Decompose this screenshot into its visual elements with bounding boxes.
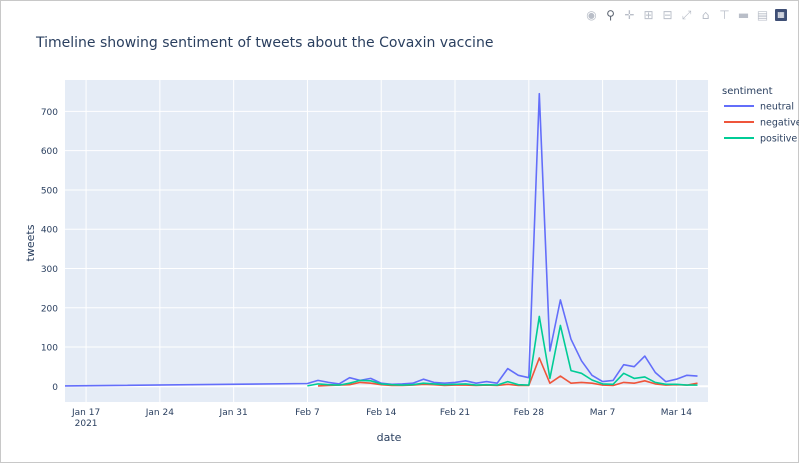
zoom-icon[interactable]: ⚲ <box>606 7 615 22</box>
y-tick-label: 300 <box>41 265 58 275</box>
x-tick-label: Feb 7 <box>295 408 320 418</box>
legend-label-positive: positive <box>760 134 797 145</box>
spike-lines-icon[interactable]: ⊤ <box>719 7 730 22</box>
x-tick-label: Jan 31 <box>219 408 248 418</box>
y-tick-label: 500 <box>41 186 58 196</box>
series-lines <box>64 92 698 387</box>
x-axis-label: date <box>377 431 402 444</box>
x-tick-label: Jan 24 <box>145 408 174 418</box>
x-tick-label: Mar 14 <box>661 408 693 418</box>
x-tick-label: Mar 7 <box>590 408 616 418</box>
hover-closest-icon[interactable]: ▬ <box>737 7 750 22</box>
x-tick-label: Feb 21 <box>440 408 470 418</box>
plot-area[interactable] <box>65 80 708 402</box>
legend-label-negative: negative <box>760 118 799 129</box>
legend: sentiment neutral negative positive <box>722 86 799 145</box>
autoscale-icon[interactable]: ⤢ <box>681 7 692 22</box>
y-axis-ticks: 0 100 200 300 400 500 600 700 <box>41 108 58 393</box>
y-tick-label: 600 <box>41 147 58 157</box>
y-tick-label: 100 <box>41 344 58 354</box>
gridlines <box>65 80 708 402</box>
x-tick-sublabel: 2021 <box>75 419 98 429</box>
plotly-logo-icon[interactable]: ▦ <box>775 8 787 21</box>
y-tick-label: 200 <box>41 304 58 314</box>
legend-title: sentiment <box>722 86 773 97</box>
hover-compare-icon[interactable]: ▤ <box>756 7 769 22</box>
reset-axes-icon[interactable]: ⌂ <box>701 7 710 22</box>
pan-icon[interactable]: ✛ <box>624 7 635 22</box>
x-tick-label: Feb 14 <box>366 408 397 418</box>
x-tick-label: Feb 28 <box>514 408 545 418</box>
zoom-out-icon[interactable]: ⊟ <box>662 7 673 22</box>
x-tick-label: Jan 17 <box>71 408 100 418</box>
modebar-toolbar: ◉ ⚲ ✛ ⊞ ⊟ ⤢ ⌂ ⊤ ▬ ▤ ▦ <box>585 8 787 21</box>
y-tick-label: 0 <box>52 383 58 393</box>
legend-label-neutral: neutral <box>760 102 794 113</box>
chart-title: Timeline showing sentiment of tweets abo… <box>35 35 493 51</box>
y-tick-label: 400 <box>41 226 58 236</box>
y-tick-label: 700 <box>41 108 58 118</box>
camera-icon[interactable]: ◉ <box>586 7 597 22</box>
zoom-in-icon[interactable]: ⊞ <box>643 7 654 22</box>
y-axis-label: tweets <box>24 224 37 261</box>
series-line-positive <box>307 315 698 387</box>
